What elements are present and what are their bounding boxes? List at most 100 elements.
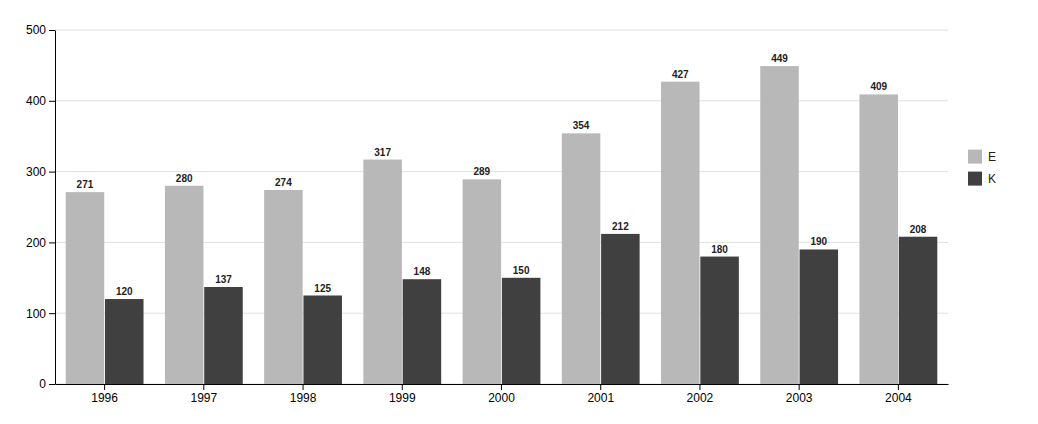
axis-line (55, 31, 56, 385)
tick-label: 200 (26, 236, 46, 250)
grid-line (55, 30, 948, 31)
tick-mark (303, 384, 304, 390)
tick-mark (898, 384, 899, 390)
data-label: 280 (176, 173, 193, 184)
x-tick: 2004 (885, 384, 912, 405)
tick-label: 1996 (91, 391, 118, 405)
y-tick: 0 (39, 377, 55, 391)
data-label: 289 (474, 166, 491, 177)
data-label: 449 (771, 53, 788, 64)
bar (66, 192, 105, 384)
tick-mark (699, 384, 700, 390)
bar-series (105, 234, 937, 384)
data-label: 137 (215, 274, 232, 285)
tick-mark (203, 384, 204, 390)
x-tick: 2003 (786, 384, 813, 405)
bar (105, 299, 144, 384)
tick-mark (501, 384, 502, 390)
data-label: 271 (77, 179, 94, 190)
tick-label: 1998 (290, 391, 317, 405)
tick-label: 100 (26, 307, 46, 321)
bar (165, 186, 204, 384)
bar (601, 234, 640, 384)
data-label: 208 (910, 224, 927, 235)
tick-mark (49, 384, 55, 385)
y-tick: 300 (26, 165, 55, 179)
data-label: 148 (414, 266, 431, 277)
y-tick: 400 (26, 94, 55, 108)
data-label: 190 (810, 236, 827, 247)
tick-mark (49, 30, 55, 31)
bar (800, 249, 839, 384)
grid (55, 30, 948, 384)
x-tick: 1997 (190, 384, 217, 405)
tick-mark (799, 384, 800, 390)
bar (463, 179, 502, 384)
tick-label: 400 (26, 94, 46, 108)
bar-series (66, 66, 898, 384)
y-axis: 0 100 200 300 400 500 (26, 23, 56, 391)
data-label: 427 (672, 69, 689, 80)
bar (363, 160, 402, 384)
data-label: 120 (116, 286, 133, 297)
legend-label: E (988, 150, 996, 164)
tick-label: 0 (39, 377, 46, 391)
x-tick: 2001 (587, 384, 614, 405)
tick-mark (49, 172, 55, 173)
data-label: 180 (711, 244, 728, 255)
x-tick: 2000 (488, 384, 515, 405)
data-label: 125 (314, 283, 331, 294)
legend-label: K (988, 172, 996, 186)
tick-mark (49, 101, 55, 102)
data-labels: 271 280 274 317 289 354 427 449 409 120 137 125 148 1… (77, 53, 927, 297)
data-label: 274 (275, 177, 292, 188)
tick-label: 2004 (885, 391, 912, 405)
bar (661, 82, 700, 384)
tick-mark (49, 313, 55, 314)
legend: EK (968, 150, 996, 186)
tick-label: 500 (26, 23, 46, 37)
x-tick: 1998 (290, 384, 317, 405)
grid-line (55, 100, 948, 101)
plot: 0 100 200 300 400 500 1996 1997 1998 1999 2000 2001… (26, 23, 949, 404)
tick-mark (104, 384, 105, 390)
x-tick: 2002 (687, 384, 714, 405)
tick-mark (49, 242, 55, 243)
legend-item: E (968, 150, 996, 164)
bar (303, 296, 342, 385)
data-label: 317 (374, 147, 391, 158)
y-tick: 100 (26, 307, 55, 321)
legend-swatch (968, 150, 982, 164)
bar (562, 133, 601, 384)
legend-swatch (968, 172, 982, 186)
bar (264, 190, 303, 384)
y-tick: 200 (26, 236, 55, 250)
bar (502, 278, 541, 384)
legend-item: K (968, 172, 996, 186)
bar (859, 94, 898, 384)
tick-label: 2002 (687, 391, 714, 405)
x-axis: 1996 1997 1998 1999 2000 2001 2002 2003 2004 (56, 384, 949, 405)
data-label: 212 (612, 221, 629, 232)
y-tick: 500 (26, 23, 55, 37)
tick-mark (600, 384, 601, 390)
tick-label: 2001 (587, 391, 614, 405)
tick-label: 300 (26, 165, 46, 179)
data-label: 150 (513, 265, 530, 276)
bar (204, 287, 243, 384)
tick-label: 1999 (389, 391, 416, 405)
data-label: 354 (573, 120, 590, 131)
chart: 0 100 200 300 400 500 1996 1997 1998 1999 2000 2001… (0, 0, 1038, 424)
bar (403, 279, 442, 384)
data-label: 409 (870, 81, 887, 92)
tick-label: 2000 (488, 391, 515, 405)
bar (899, 237, 938, 384)
bar (760, 66, 799, 384)
tick-label: 1997 (190, 391, 217, 405)
x-tick: 1996 (91, 384, 118, 405)
bars (66, 66, 938, 384)
bar (700, 257, 739, 384)
tick-mark (402, 384, 403, 390)
x-tick: 1999 (389, 384, 416, 405)
tick-label: 2003 (786, 391, 813, 405)
